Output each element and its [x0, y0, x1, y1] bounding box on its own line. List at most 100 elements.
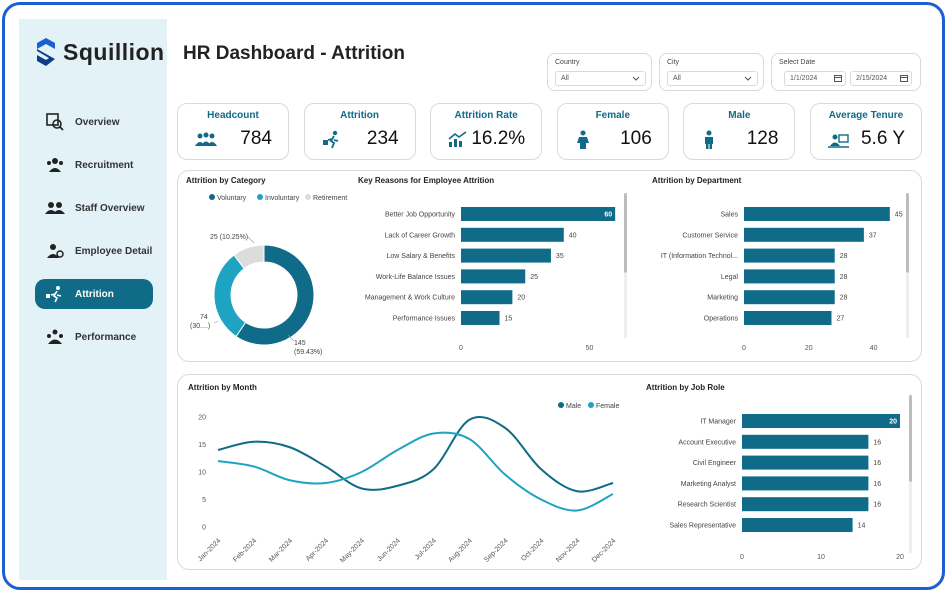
bar-performance-issues[interactable]: [461, 311, 500, 325]
category-label: Research Scientist: [678, 502, 736, 509]
bar-research-scientist[interactable]: [742, 497, 869, 512]
country-value: All: [561, 75, 569, 82]
sidebar-item-label: Performance: [75, 331, 137, 343]
start-date-input[interactable]: 1/1/2024: [784, 71, 846, 86]
kpi-value: 16.2%: [471, 128, 526, 149]
bar-value-label: 35: [556, 253, 564, 260]
sidebar-item-label: Overview: [75, 116, 120, 128]
brand-logo: Squillion: [35, 37, 165, 67]
jobrole-bar-chart: IT Manager 20 Account Executive 16 Civil Eng…: [669, 395, 912, 561]
country-filter: Country All: [547, 53, 652, 91]
sidebar-item-staff-overview[interactable]: Staff Overview: [35, 193, 153, 223]
scrollbar-thumb[interactable]: [906, 193, 909, 273]
kpi-value: 106: [620, 128, 652, 149]
x-tick-label: 10: [817, 554, 825, 561]
category-chart-title: Attrition by Category: [186, 176, 266, 185]
category-label: Civil Engineer: [693, 460, 737, 467]
legend-label-involuntary: Involuntary: [265, 195, 300, 202]
bar-it-information-technol[interactable]: [744, 248, 835, 263]
bar-customer-service[interactable]: [744, 227, 864, 242]
x-tick-label: Sep-2024: [483, 537, 509, 563]
bar-better-job-opportunity[interactable]: [461, 207, 616, 221]
donut-slice-involuntary[interactable]: [213, 254, 247, 338]
y-tick-label: 10: [198, 470, 206, 477]
bar-value-label: 45: [895, 212, 903, 219]
sidebar-item-attrition[interactable]: Attrition: [35, 279, 153, 309]
city-value: All: [673, 75, 681, 82]
category-label: Performance Issues: [393, 316, 456, 323]
x-tick-label: Aug-2024: [447, 537, 473, 563]
calendar-icon: [900, 75, 908, 82]
y-tick-label: 0: [202, 525, 206, 532]
x-tick-label: Oct-2024: [520, 537, 545, 562]
employee-icon: [47, 244, 64, 258]
bar-it-manager[interactable]: [742, 414, 900, 428]
people-group-icon: [195, 132, 217, 146]
kpi-title: Female: [595, 110, 631, 121]
donut-label-involuntary-pct: (30....): [190, 323, 210, 330]
scrollbar-thumb[interactable]: [624, 193, 627, 273]
x-tick-label: 0: [742, 345, 746, 352]
y-tick-label: 5: [202, 497, 206, 504]
bar-account-executive[interactable]: [742, 434, 869, 449]
series-line-male[interactable]: [217, 415, 614, 493]
donut-label-voluntary: 145: [294, 340, 306, 347]
kpi-title: Headcount: [207, 110, 259, 121]
attrition-icon: [46, 286, 62, 303]
bar-value-label: 20: [889, 419, 897, 426]
department-bar-chart: Sales 45 Customer Service 37 IT (Information…: [661, 193, 909, 352]
bar-lack-of-career-growth[interactable]: [461, 227, 564, 242]
male-icon: [705, 130, 714, 149]
calendar-icon: [834, 75, 842, 82]
donut-label-involuntary: 74: [200, 314, 208, 321]
month-chart-title: Attrition by Month: [188, 383, 257, 392]
x-tick-label: 20: [805, 345, 813, 352]
donut-slice-voluntary[interactable]: [235, 244, 315, 346]
donut-slice-retirement[interactable]: [233, 244, 265, 270]
end-date-input[interactable]: 2/15/2024: [850, 71, 912, 86]
bar-sales[interactable]: [744, 207, 890, 221]
kpi-value: 5.6 Y: [860, 128, 905, 149]
kpi-card-male: Male 128: [683, 103, 796, 160]
bar-civil-engineer[interactable]: [742, 455, 869, 470]
legend-marker-involuntary: [257, 194, 263, 200]
x-tick-label: Nov-2024: [555, 537, 581, 563]
series-line-female[interactable]: [217, 431, 614, 512]
sidebar-item-recruitment[interactable]: Recruitment: [35, 150, 153, 180]
category-label: Legal: [721, 274, 739, 281]
bar-value-label: 60: [604, 212, 612, 219]
sidebar-item-employee-detail[interactable]: Employee Detail: [35, 236, 153, 266]
sidebar-item-performance[interactable]: Performance: [35, 322, 153, 352]
jobrole-chart-title: Attrition by Job Role: [646, 383, 725, 392]
bar-marketing-analyst[interactable]: [742, 476, 869, 491]
city-dropdown[interactable]: All: [667, 71, 758, 86]
category-label: IT (Information Technol...: [661, 253, 738, 260]
x-tick-label: Dec-2024: [591, 537, 617, 563]
kpi-title: Attrition Rate: [454, 110, 518, 121]
bar-value-label: 28: [840, 253, 848, 260]
category-label: Sales Representative: [669, 523, 736, 530]
bar-marketing[interactable]: [744, 290, 835, 305]
x-tick-label: Apr-2024: [305, 537, 330, 562]
legend-label-voluntary: Voluntary: [217, 195, 247, 202]
sidebar-item-overview[interactable]: Overview: [35, 107, 153, 137]
scrollbar-thumb[interactable]: [909, 395, 912, 482]
top-charts-panel: Attrition by Category Key Reasons for Em…: [177, 170, 922, 362]
bar-operations[interactable]: [744, 311, 832, 325]
category-label: Work-Life Balance Issues: [376, 274, 456, 281]
bar-legal[interactable]: [744, 269, 835, 284]
overview-icon: [46, 113, 64, 131]
category-label: Lack of Career Growth: [385, 232, 456, 239]
country-filter-label: Country: [555, 59, 580, 66]
category-label: Marketing: [707, 295, 738, 302]
bar-management-work-culture[interactable]: [461, 290, 513, 305]
legend-label-male: Male: [566, 403, 581, 410]
bar-low-salary-benefits[interactable]: [461, 248, 551, 263]
bar-value-label: 28: [840, 295, 848, 302]
country-dropdown[interactable]: All: [555, 71, 646, 86]
bar-value-label: 14: [858, 523, 866, 530]
bar-work-life-balance-issues[interactable]: [461, 269, 526, 284]
bar-sales-representative[interactable]: [742, 518, 853, 532]
city-filter-label: City: [667, 59, 680, 66]
